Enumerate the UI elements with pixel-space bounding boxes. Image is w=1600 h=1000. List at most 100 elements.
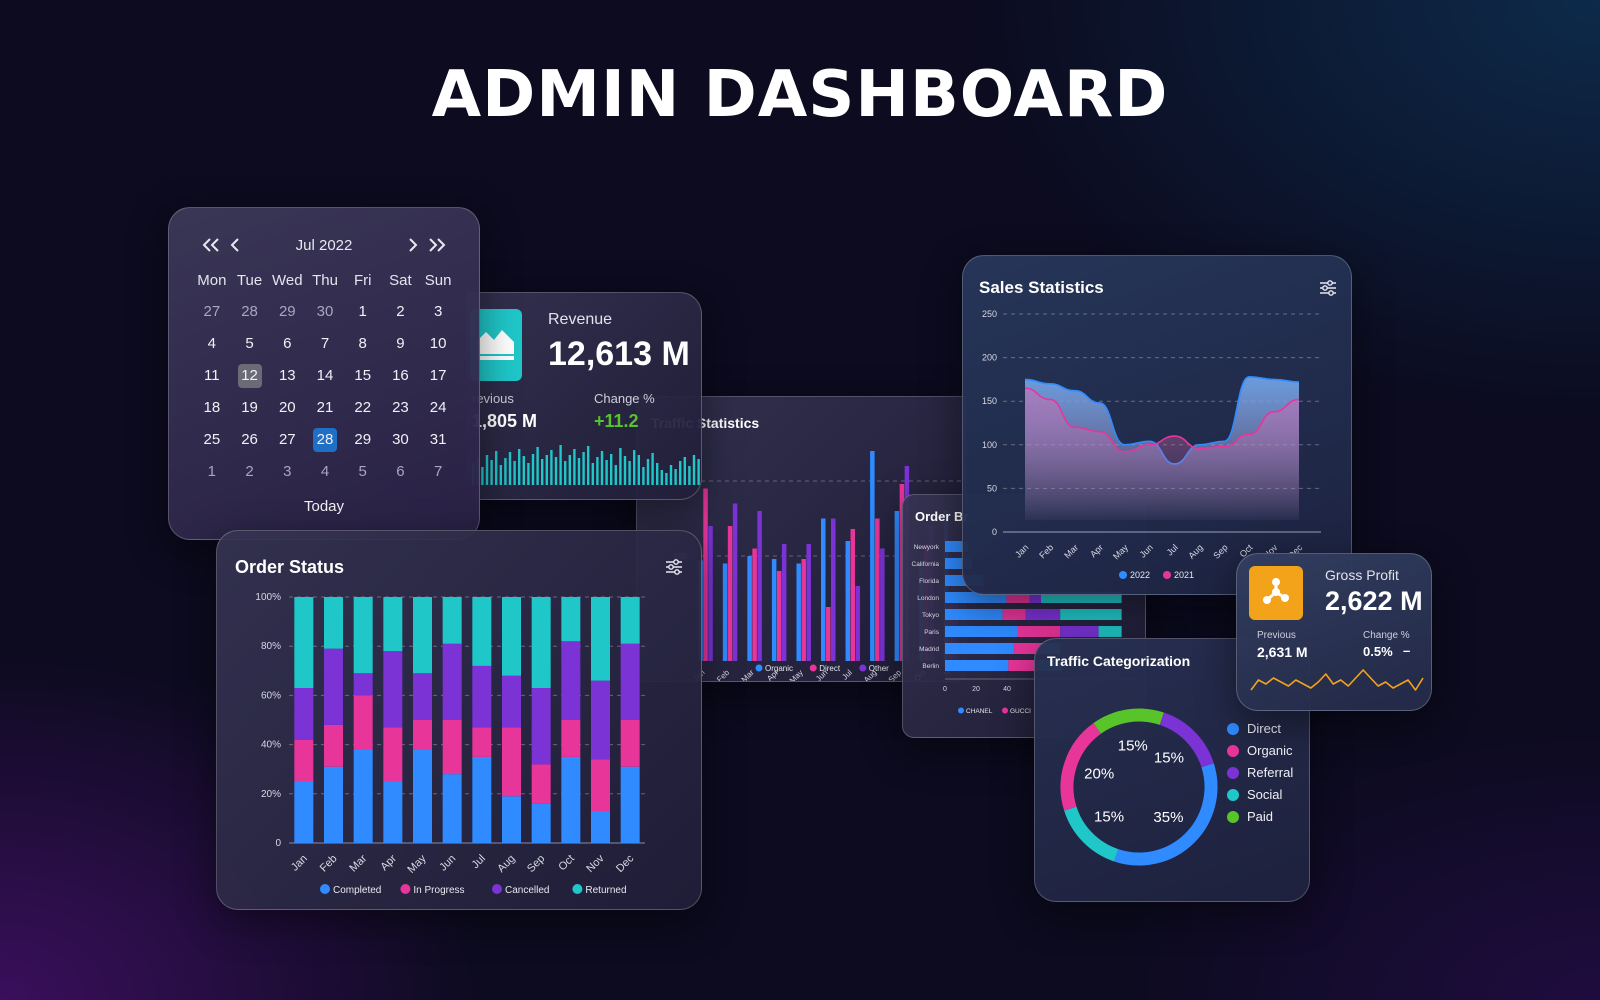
today-button[interactable]: Today [303, 498, 345, 515]
calendar-day[interactable]: 19 [231, 392, 269, 424]
calendar-day[interactable]: 3 [419, 296, 457, 328]
calendar-day-selected[interactable]: 12 [231, 360, 269, 392]
calendar-day[interactable]: 16 [382, 360, 420, 392]
calendar-day[interactable]: 31 [419, 424, 457, 456]
bar-segment-completed [294, 781, 314, 843]
legend-label: Completed [333, 885, 381, 896]
filter-icon[interactable] [1319, 280, 1337, 296]
spark-bar [591, 463, 594, 485]
calendar-day[interactable]: 4 [193, 328, 231, 360]
calendar-day[interactable]: 29 [344, 424, 382, 456]
traffic-categorization-title: Traffic Categorization [1047, 653, 1191, 669]
spark-bar [568, 455, 571, 485]
calendar-day[interactable]: 18 [193, 392, 231, 424]
calendar-day[interactable]: 2 [231, 456, 269, 488]
calendar-day[interactable]: 13 [268, 360, 306, 392]
revenue-value: 12,613 M [548, 335, 690, 373]
calendar-day[interactable]: 20 [268, 392, 306, 424]
bar-segment [1006, 592, 1030, 603]
calendar-day[interactable]: 10 [419, 328, 457, 360]
legend-label: CHANEL [966, 708, 993, 715]
legend-swatch [958, 707, 964, 714]
calendar-day[interactable]: 30 [382, 424, 420, 456]
y-tick-label: Berlin [922, 663, 939, 670]
calendar-day[interactable]: 6 [268, 328, 306, 360]
calendar-day[interactable]: 11 [193, 360, 231, 392]
y-tick-label: Newyork [914, 544, 940, 551]
calendar-day[interactable]: 22 [344, 392, 382, 424]
calendar-day-number: 7 [433, 463, 443, 480]
calendar-day[interactable]: 26 [231, 424, 269, 456]
bar-segment-in-progress [413, 720, 432, 750]
bar-segment-returned [413, 597, 432, 674]
bar-segment-cancelled [502, 675, 521, 728]
calendar-day[interactable]: 27 [193, 296, 231, 328]
calendar-day[interactable]: 29 [268, 296, 306, 328]
bar-organic [870, 451, 875, 661]
chevron-right-icon[interactable] [401, 233, 425, 257]
bar-organic [722, 563, 728, 661]
bar-segment-completed [531, 803, 551, 843]
spark-bar [504, 458, 507, 485]
calendar-day-number: 11 [204, 367, 220, 384]
bar-segment [1029, 592, 1041, 603]
calendar-day[interactable]: 23 [382, 392, 420, 424]
calendar-day[interactable]: 1 [344, 296, 382, 328]
legend-label: Paid [1247, 809, 1274, 824]
calendar-day-number: 9 [396, 335, 405, 352]
double-chevron-right-icon[interactable] [425, 233, 449, 257]
spark-bar [679, 461, 682, 485]
chevron-left-icon[interactable] [223, 233, 247, 257]
bar-segment-cancelled [620, 643, 640, 720]
calendar-day[interactable]: 5 [344, 456, 382, 488]
calendar-day-number: 27 [278, 431, 296, 448]
bar-direct [703, 488, 708, 661]
spark-bar [674, 469, 677, 485]
calendar-day[interactable]: 9 [382, 328, 420, 360]
calendar-day[interactable]: 25 [193, 424, 231, 456]
x-tick-label: Apr [1088, 542, 1105, 559]
double-chevron-left-icon[interactable] [199, 233, 223, 257]
calendar-day[interactable]: 8 [344, 328, 382, 360]
calendar-day[interactable]: 28 [231, 296, 269, 328]
gross-profit-change-value: 0.5% [1363, 644, 1393, 659]
bar-segment [1098, 626, 1122, 637]
bar-organic [821, 518, 826, 661]
calendar-day[interactable]: 14 [306, 360, 344, 392]
calendar-day[interactable]: 30 [306, 296, 344, 328]
filter-icon[interactable] [665, 559, 683, 575]
order-status-card: Order Status 0 20% 40% 60% 80% 100% Jan Feb Mar A… [216, 530, 702, 910]
calendar-day[interactable]: 5 [231, 328, 269, 360]
calendar-day[interactable]: 15 [344, 360, 382, 392]
calendar-day[interactable]: 2 [382, 296, 420, 328]
x-tick-label: Jul [470, 853, 488, 871]
calendar-day[interactable]: 7 [306, 328, 344, 360]
calendar-day[interactable]: 3 [268, 456, 306, 488]
sales-statistics-card: Sales Statistics 0 50 100 150 200 250 Jan Feb Ma… [962, 255, 1352, 595]
spark-bar [522, 456, 525, 485]
calendar-day[interactable]: 21 [306, 392, 344, 424]
weekday-label: Thu [312, 272, 338, 289]
bar-other [855, 586, 861, 661]
spark-bar [605, 460, 608, 485]
calendar-day-number: 6 [396, 463, 405, 480]
calendar-day[interactable]: 1 [193, 456, 231, 488]
bar-segment-returned [442, 597, 462, 644]
calendar-day-number: 14 [316, 367, 334, 384]
calendar-day[interactable]: 7 [419, 456, 457, 488]
bar-other [831, 518, 836, 661]
traffic-categorization-donut: 15%15%35%15%20% [1060, 708, 1218, 866]
donut-slice-paid [1093, 708, 1164, 734]
calendar-day-today[interactable]: 28 [306, 424, 344, 456]
legend-label: Returned [585, 885, 626, 896]
calendar-day[interactable]: 24 [419, 392, 457, 424]
spark-bar [550, 450, 553, 485]
legend-swatch [1227, 788, 1239, 801]
calendar-day[interactable]: 4 [306, 456, 344, 488]
calendar-day[interactable]: 6 [382, 456, 420, 488]
calendar-day[interactable]: 27 [268, 424, 306, 456]
calendar-day[interactable]: 17 [419, 360, 457, 392]
x-tick-label: 0 [943, 686, 947, 693]
x-tick-label: Jan [1013, 542, 1030, 559]
legend-swatch [1227, 810, 1239, 823]
